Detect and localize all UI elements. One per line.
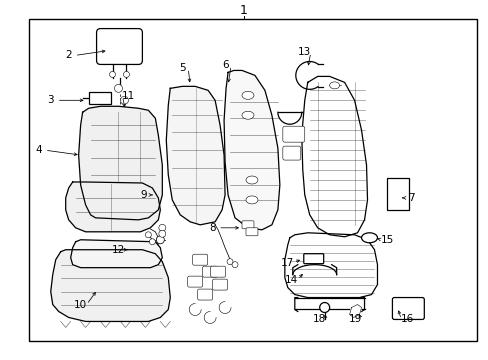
Ellipse shape (361, 233, 377, 243)
Ellipse shape (329, 82, 339, 89)
Polygon shape (349, 305, 361, 318)
Text: 18: 18 (312, 314, 325, 324)
Circle shape (149, 239, 155, 245)
Circle shape (159, 230, 165, 237)
Polygon shape (51, 250, 170, 321)
FancyBboxPatch shape (392, 298, 424, 319)
FancyBboxPatch shape (282, 126, 304, 142)
Text: 16: 16 (400, 314, 413, 324)
Polygon shape (166, 86, 224, 225)
Polygon shape (65, 182, 160, 232)
Text: 9: 9 (140, 190, 146, 200)
FancyBboxPatch shape (192, 254, 207, 265)
Ellipse shape (245, 196, 258, 204)
FancyBboxPatch shape (282, 146, 300, 160)
Text: 4: 4 (36, 145, 42, 155)
Circle shape (109, 71, 115, 77)
Text: 3: 3 (47, 95, 54, 105)
Circle shape (159, 224, 165, 231)
Text: 5: 5 (179, 63, 185, 73)
Text: 14: 14 (285, 275, 298, 285)
Text: 17: 17 (281, 258, 294, 268)
Circle shape (114, 84, 122, 92)
Polygon shape (71, 240, 162, 268)
FancyBboxPatch shape (242, 221, 253, 229)
Circle shape (156, 236, 164, 244)
Ellipse shape (245, 176, 258, 184)
FancyBboxPatch shape (303, 254, 323, 264)
Text: 8: 8 (208, 223, 215, 233)
FancyBboxPatch shape (187, 276, 202, 287)
Text: 7: 7 (407, 193, 414, 203)
Ellipse shape (242, 111, 253, 119)
Circle shape (232, 262, 238, 268)
Text: 13: 13 (298, 48, 311, 58)
FancyBboxPatch shape (245, 228, 258, 236)
FancyBboxPatch shape (210, 266, 225, 277)
FancyBboxPatch shape (212, 279, 227, 290)
Text: 1: 1 (240, 4, 247, 17)
Bar (386, 178, 408, 210)
Text: 2: 2 (65, 50, 72, 60)
Polygon shape (224, 71, 279, 230)
Text: 15: 15 (380, 235, 393, 245)
Text: 11: 11 (122, 91, 135, 101)
Ellipse shape (242, 91, 253, 99)
Polygon shape (79, 106, 162, 220)
Circle shape (145, 232, 151, 238)
Polygon shape (301, 76, 367, 237)
Text: 19: 19 (348, 314, 362, 324)
Circle shape (226, 259, 233, 265)
Circle shape (123, 71, 129, 77)
FancyBboxPatch shape (96, 28, 142, 64)
Bar (88, 92, 110, 104)
Circle shape (319, 302, 329, 312)
FancyBboxPatch shape (197, 289, 212, 300)
Polygon shape (285, 233, 377, 298)
Text: 12: 12 (112, 245, 125, 255)
Text: 10: 10 (74, 300, 87, 310)
FancyBboxPatch shape (202, 266, 217, 277)
Circle shape (120, 96, 128, 104)
Text: 6: 6 (222, 60, 228, 71)
